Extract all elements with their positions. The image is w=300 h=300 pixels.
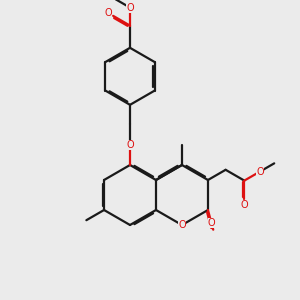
Text: O: O bbox=[241, 200, 248, 210]
Text: O: O bbox=[126, 140, 134, 150]
Text: O: O bbox=[126, 3, 134, 13]
Text: O: O bbox=[178, 220, 186, 230]
Text: O: O bbox=[208, 218, 215, 228]
Text: O: O bbox=[104, 8, 112, 18]
Text: O: O bbox=[256, 167, 264, 177]
